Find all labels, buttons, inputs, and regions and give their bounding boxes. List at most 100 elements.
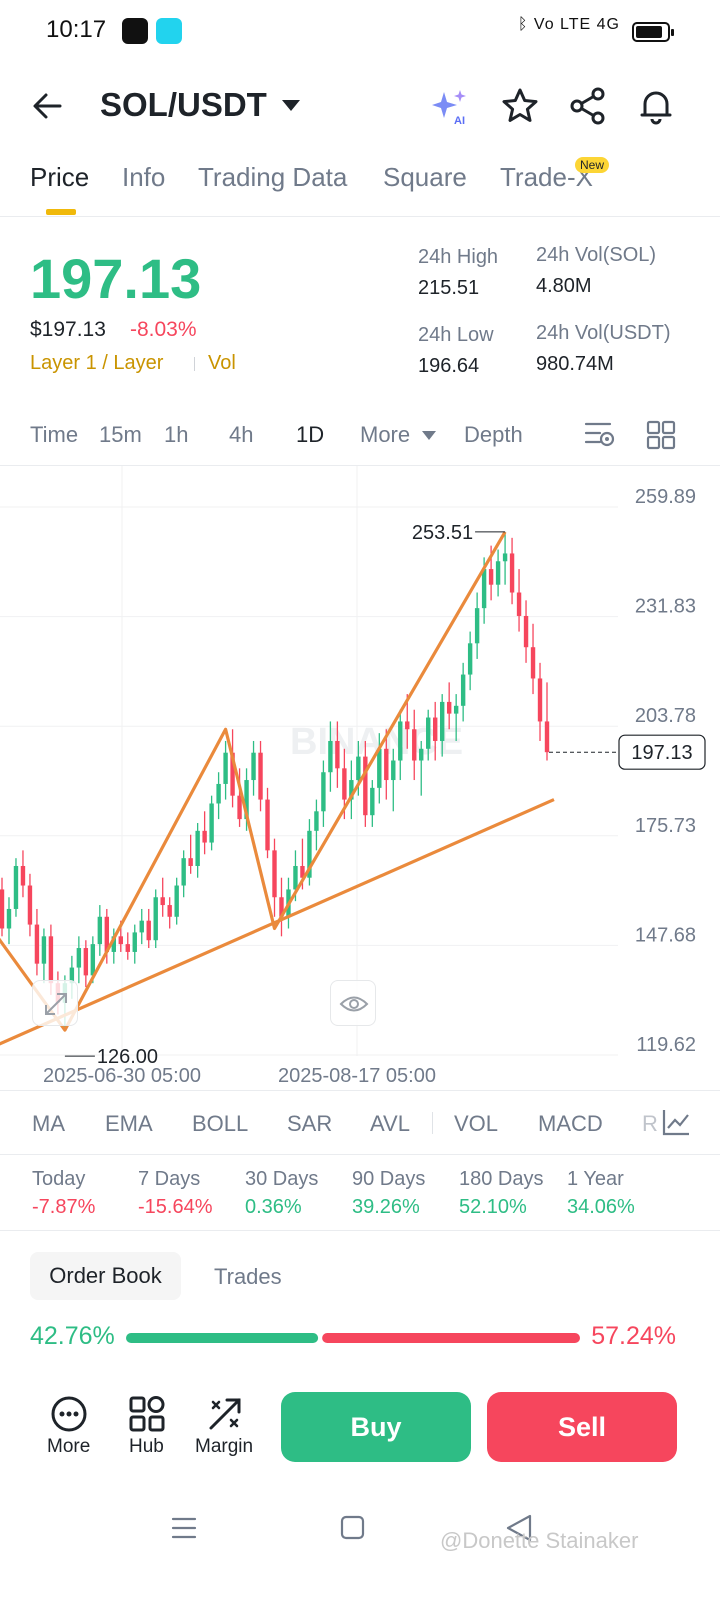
candle [495,549,501,597]
candle [398,709,403,781]
candle [132,924,137,964]
perf-today-value: -7.87% [32,1196,96,1218]
candle [160,877,165,917]
eye-icon [339,996,369,1012]
more-icon[interactable] [49,1394,89,1434]
bid-ratio-fill [126,1333,319,1343]
back-arrow-icon[interactable] [30,88,66,124]
more-dropdown-icon[interactable] [422,431,436,440]
margin-icon[interactable] [205,1394,245,1434]
current-price-tag: 197.13 [631,742,692,764]
pair-dropdown-icon[interactable] [282,100,300,111]
candle [181,850,186,898]
price-change-percent: -8.03% [130,318,197,341]
candle [460,662,466,722]
margin-label[interactable]: Margin [195,1436,254,1457]
candle [516,569,522,632]
tab-price[interactable]: Price [30,162,90,192]
bid-ask-ratio-bar [126,1333,580,1343]
tf-1h[interactable]: 1h [164,422,189,447]
tabs-divider [0,216,720,217]
more-label[interactable]: More [47,1436,91,1457]
pair-title[interactable]: SOL/USDT [100,86,267,123]
expand-chart-button[interactable] [32,980,78,1026]
vol-usdt-value: 980.74M [536,353,614,375]
candle [97,905,103,956]
candle [523,600,529,663]
indicator-avl[interactable]: AVL [370,1111,410,1136]
layout-grid-icon[interactable] [646,420,676,450]
perf-30d-value: 0.36% [245,1196,302,1218]
current-price-tag-box [618,734,706,770]
candle [467,631,473,691]
visibility-toggle-button[interactable] [330,980,376,1026]
indicator-sar[interactable]: SAR [287,1111,333,1136]
menu-nav-icon[interactable] [164,1508,204,1548]
vol-sol-label: 24h Vol(SOL) [536,244,657,266]
tab-trades[interactable]: Trades [214,1264,282,1289]
perf-1y-label: 1 Year [567,1168,624,1190]
indicator-ema[interactable]: EMA [105,1111,153,1136]
tf-1d[interactable]: 1D [296,422,325,447]
back-nav-icon[interactable] [500,1508,540,1548]
candle [349,760,354,820]
bell-icon[interactable] [636,86,676,126]
tab-trading-data[interactable]: Trading Data [198,162,348,192]
candle [426,709,431,761]
svg-text:AI: AI [454,115,465,126]
active-tab-indicator [46,209,76,215]
candle [20,850,26,898]
tab-square[interactable]: Square [383,162,467,192]
indicator-boll[interactable]: BOLL [192,1111,249,1136]
share-icon[interactable] [568,86,608,126]
tf-15m[interactable]: 15m [99,422,142,447]
indicator-ma[interactable]: MA [32,1111,65,1136]
candle [502,531,508,585]
ai-sparkle-icon[interactable]: AI [430,86,470,126]
buy-button[interactable]: Buy [281,1392,471,1462]
candle [335,721,340,788]
candle [188,834,193,874]
status-indicators: ᛒ Vo LTE 4G [517,16,620,33]
high-value: 215.51 [418,277,480,299]
vol-sol-value: 4.80M [536,275,592,297]
candle [258,740,263,812]
indicator-more[interactable]: R [642,1111,658,1136]
candle [0,877,5,937]
tf-depth[interactable]: Depth [464,422,523,447]
perf-30d-label: 30 Days [245,1168,319,1190]
status-time: 10:17 [46,16,107,43]
chart-settings-icon[interactable] [584,420,616,450]
candle [237,768,242,827]
candle [509,537,515,605]
tf-4h[interactable]: 4h [229,422,254,447]
category-tag[interactable]: Layer 1 / Layer [30,352,164,374]
candle [530,623,536,695]
tf-more[interactable]: More [360,422,411,447]
ask-ratio: 57.24% [591,1322,676,1350]
indicator-chart-icon[interactable] [660,1106,692,1138]
tf-time[interactable]: Time [30,422,79,447]
hub-icon[interactable] [127,1394,167,1434]
candle [139,908,144,945]
candle [412,709,417,781]
chart-bottom-divider [0,1090,720,1091]
candle [34,908,40,976]
hub-label[interactable]: Hub [129,1436,164,1457]
indicator-macd[interactable]: MACD [538,1111,603,1136]
star-icon[interactable] [500,86,540,126]
tab-info[interactable]: Info [122,162,166,192]
sell-button[interactable]: Sell [487,1392,677,1462]
last-price: 197.13 [30,247,202,310]
chart-top-divider [0,465,720,466]
y-tick-label: 147.68 [635,924,696,946]
price-chart[interactable]: 259.89 231.83 203.78 175.73 147.68 119.62 2025… [0,466,720,1091]
home-nav-icon[interactable] [332,1508,372,1548]
candle [125,932,130,960]
indicator-vol[interactable]: VOL [454,1111,499,1136]
new-badge: New [575,157,610,173]
candle [230,729,235,808]
candle [251,740,256,796]
vol-tag[interactable]: Vol [208,352,236,374]
tab-order-book[interactable]: Order Book [30,1252,181,1300]
